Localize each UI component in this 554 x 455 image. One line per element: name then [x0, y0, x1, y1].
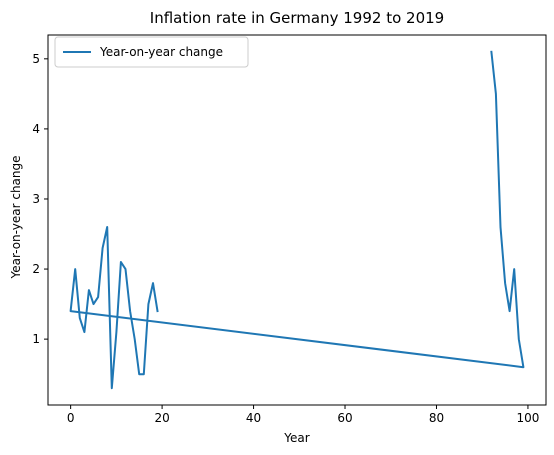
data-point [93, 303, 95, 305]
data-point [115, 331, 117, 333]
data-point [120, 261, 122, 263]
y-tick-label: 1 [32, 332, 40, 346]
data-point [88, 289, 90, 291]
axes: 0 20 40 60 80 100 1 2 3 4 5 [32, 34, 547, 425]
data-point [513, 268, 515, 270]
data-point [152, 282, 154, 284]
y-tick-label: 5 [32, 52, 40, 66]
x-tick-label: 40 [246, 411, 261, 425]
data-point [495, 93, 497, 95]
plot-area [69, 50, 525, 390]
data-point [134, 338, 136, 340]
x-tick-label: 20 [154, 411, 169, 425]
data-point [490, 51, 492, 53]
data-point [83, 331, 85, 333]
legend: Year-on-year change [54, 36, 249, 68]
x-tick-label: 80 [429, 411, 444, 425]
y-tick-label: 4 [32, 122, 40, 136]
data-point [129, 310, 131, 312]
legend-box [54, 36, 249, 68]
chart-title: Inflation rate in Germany 1992 to 2019 [150, 9, 444, 27]
data-point [509, 310, 511, 312]
data-point [102, 247, 104, 249]
data-point [106, 226, 108, 228]
data-point [111, 387, 113, 389]
data-point [147, 303, 149, 305]
axes-frame [47, 34, 547, 406]
series-line-0 [69, 50, 525, 390]
data-point [138, 373, 140, 375]
y-axis-label: Year-on-year change [9, 155, 23, 279]
x-tick-label: 0 [67, 411, 75, 425]
y-tick-label: 2 [32, 262, 40, 276]
data-point [504, 282, 506, 284]
data-point [74, 268, 76, 270]
legend-label: Year-on-year change [99, 45, 223, 59]
data-point [522, 366, 524, 368]
y-tick-label: 3 [32, 192, 40, 206]
data-point [157, 310, 159, 312]
data-point [518, 338, 520, 340]
x-tick-label: 100 [516, 411, 539, 425]
data-point [143, 373, 145, 375]
data-point [79, 317, 81, 319]
data-point [70, 310, 72, 312]
data-point [125, 268, 127, 270]
data-point [97, 296, 99, 298]
x-tick-label: 60 [337, 411, 352, 425]
x-axis-label: Year [283, 431, 309, 445]
data-point [500, 226, 502, 228]
